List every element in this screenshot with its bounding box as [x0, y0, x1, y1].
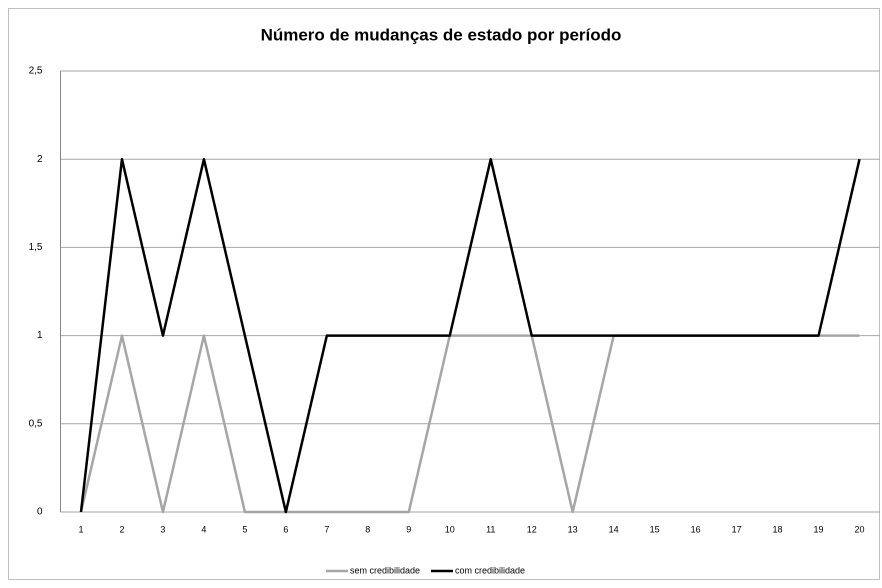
x-tick-label: 11: [486, 524, 495, 534]
x-tick-label: 13: [568, 524, 578, 534]
legend-label: com credibilidade: [455, 565, 525, 575]
x-tick-label: 20: [855, 524, 865, 534]
x-tick-label: 12: [527, 524, 537, 534]
x-tick-label: 2: [119, 524, 124, 534]
x-tick-label: 4: [201, 524, 206, 534]
y-tick-label: 0: [37, 507, 43, 518]
chart-border: [8, 8, 880, 580]
x-tick-label: 14: [609, 524, 619, 534]
x-tick-label: 10: [445, 524, 455, 534]
y-tick-label: 1: [37, 330, 43, 341]
y-tick-label: 2,5: [29, 66, 43, 77]
x-tick-label: 1: [78, 524, 83, 534]
x-tick-label: 3: [160, 524, 165, 534]
chart-title: Número de mudanças de estado por período: [261, 25, 622, 44]
legend-label: sem credibilidade: [350, 565, 420, 575]
y-tick-label: 2: [37, 154, 43, 165]
x-tick-label: 17: [732, 524, 742, 534]
x-tick-label: 9: [406, 524, 411, 534]
x-tick-label: 16: [691, 524, 701, 534]
y-tick-label: 0,5: [29, 418, 43, 429]
x-tick-label: 8: [365, 524, 370, 534]
series-line: [79, 157, 861, 514]
y-tick-label: 1,5: [29, 242, 43, 253]
x-tick-label: 5: [242, 524, 247, 534]
x-tick-label: 7: [324, 524, 329, 534]
x-tick-label: 15: [650, 524, 660, 534]
x-tick-label: 18: [773, 524, 783, 534]
x-tick-label: 6: [283, 524, 288, 534]
x-tick-label: 19: [814, 524, 824, 534]
